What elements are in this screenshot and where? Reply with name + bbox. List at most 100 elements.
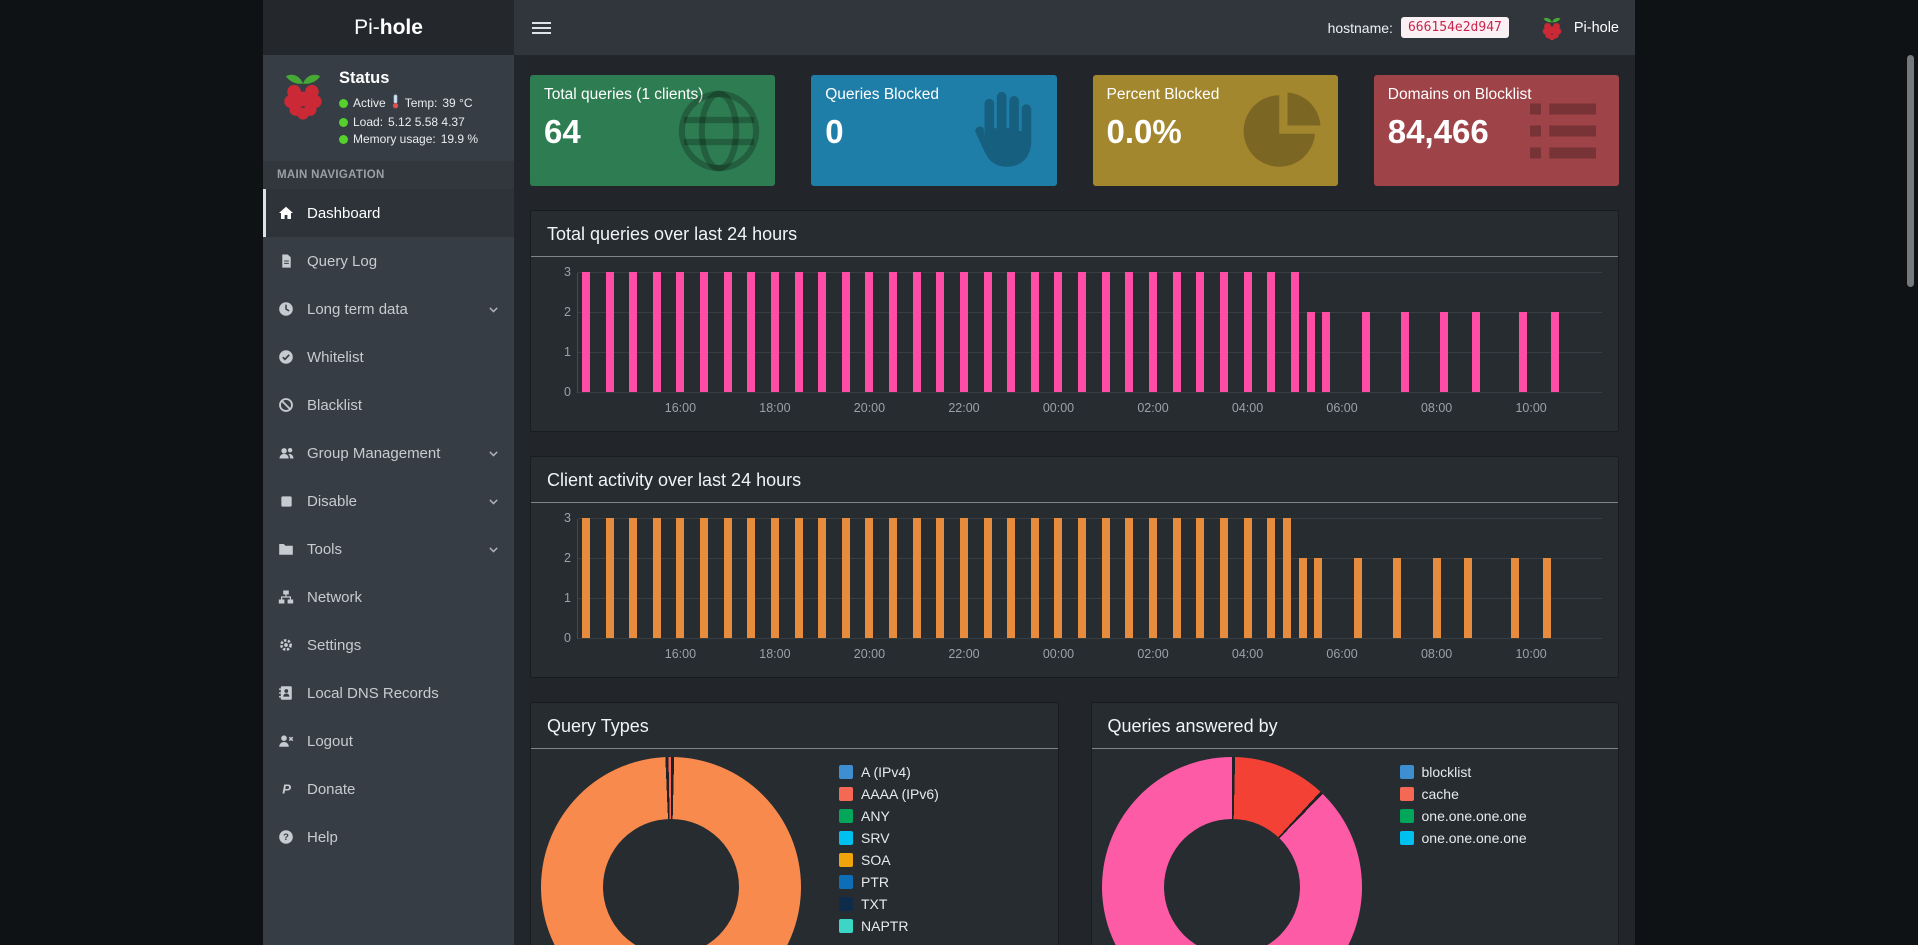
query-types-donut-chart[interactable] <box>541 757 801 945</box>
gridline <box>578 598 1602 600</box>
home-icon <box>277 205 295 221</box>
address-book-icon <box>277 685 295 701</box>
gridline <box>578 312 1602 314</box>
bottom-panels-row: Query Types A (IPv4) AAAA (IPv6) ANY SRV SOA… <box>530 702 1619 945</box>
panel-header: Client activity over last 24 hours <box>531 457 1618 503</box>
card-title: Total queries (1 clients) <box>544 86 704 103</box>
x-axis-tick-label: 22:00 <box>948 647 980 661</box>
chart-bar <box>1267 518 1276 638</box>
sidebar-item-label: Donate <box>307 780 356 798</box>
sidebar-item-blacklist[interactable]: Blacklist <box>263 381 514 429</box>
sidebar-item-label: Settings <box>307 636 362 654</box>
chart-bar <box>1243 272 1252 392</box>
chart-bar <box>1149 272 1157 392</box>
legend-color-chip <box>839 787 853 801</box>
chart-bar <box>581 272 590 392</box>
client-activity-chart[interactable]: 0 1 2 3 16:00 18:00 20:00 22:00 00:00 02:00 04:00… <box>547 511 1602 669</box>
x-axis-tick-label: 10:00 <box>1515 401 1547 415</box>
sidebar-item-donate[interactable]: P Donate <box>263 765 514 813</box>
sidebar-item-label: Query Log <box>307 252 378 270</box>
chart-bar <box>936 272 945 392</box>
temp-value: 39 °C <box>442 96 473 110</box>
legend-item[interactable]: blocklist <box>1399 765 1527 779</box>
sidebar-item-dashboard[interactable]: Dashboard <box>263 189 514 237</box>
summary-card-queries-blocked: Queries Blocked 0 <box>811 75 1057 186</box>
file-icon <box>277 253 295 269</box>
legend-item[interactable]: TXT <box>839 897 939 911</box>
chart-bar <box>1125 518 1134 638</box>
chart-bar <box>676 518 685 638</box>
legend-item[interactable]: SOA <box>839 853 939 867</box>
app-logo[interactable]: Pi-hole <box>263 0 514 55</box>
gridline <box>578 352 1602 354</box>
legend-color-chip <box>839 853 853 867</box>
sidebar-item-whitelist[interactable]: Whitelist <box>263 333 514 381</box>
chart-bar <box>841 272 850 392</box>
legend-item[interactable]: cache <box>1399 787 1527 801</box>
chart-bar <box>1353 558 1362 638</box>
gridline <box>578 558 1602 560</box>
legend-label: PTR <box>861 874 889 890</box>
x-axis-tick-label: 20:00 <box>853 401 886 415</box>
sidebar-item-label: Blacklist <box>307 396 363 414</box>
sidebar-item-disable[interactable]: Disable <box>263 477 514 525</box>
legend-item[interactable]: one.one.one.one <box>1399 831 1527 845</box>
chart-bar <box>1361 312 1370 392</box>
chart-bar <box>1511 558 1520 638</box>
hostname-label: hostname: <box>1327 19 1393 36</box>
sidebar-item-long-term-data[interactable]: Long term data <box>263 285 514 333</box>
legend-item[interactable]: A (IPv4) <box>839 765 939 779</box>
legend-item[interactable]: SRV <box>839 831 939 845</box>
x-axis-tick-label: 10:00 <box>1515 647 1547 661</box>
chart-bar <box>1054 518 1063 638</box>
chart-bar <box>605 272 614 392</box>
legend-label: A (IPv4) <box>861 764 911 780</box>
chart-bar <box>794 518 803 638</box>
legend-item[interactable]: one.one.one.one <box>1399 809 1527 823</box>
legend-item[interactable]: NAPTR <box>839 919 939 933</box>
chart-bar <box>1542 558 1551 638</box>
card-value: 0.0% <box>1106 113 1182 150</box>
legend-color-chip <box>839 831 853 845</box>
card-value: 0 <box>825 113 844 150</box>
summary-card-percent-blocked: Percent Blocked 0.0% <box>1092 75 1338 186</box>
sidebar-item-group-management[interactable]: Group Management <box>263 429 514 477</box>
chart-bar <box>723 518 732 638</box>
chart-bar <box>818 272 827 392</box>
queries-answered-by-panel: Queries answered by blocklist cache one.on… <box>1090 702 1619 945</box>
chart-bar <box>1267 272 1276 392</box>
query-types-panel: Query Types A (IPv4) AAAA (IPv6) ANY SRV SOA… <box>530 702 1059 945</box>
chart-bar <box>652 272 661 392</box>
panel-header: Query Types <box>531 703 1058 749</box>
svg-text:?: ? <box>283 832 289 843</box>
sidebar-item-label: Long term data <box>307 300 408 318</box>
status-dot-icon <box>339 134 348 144</box>
queries-answered-by-donut-chart[interactable] <box>1101 757 1362 945</box>
legend-item[interactable]: AAAA (IPv6) <box>839 787 939 801</box>
chart-bar <box>652 518 661 638</box>
sidebar-item-logout[interactable]: Logout <box>263 717 514 765</box>
chart-bar <box>1282 518 1291 638</box>
chart-bar <box>1440 312 1449 392</box>
panel-title: Query Types <box>547 716 649 736</box>
sidebar-item-help[interactable]: ? Help <box>263 813 514 861</box>
chart-bar <box>959 272 968 392</box>
legend-item[interactable]: ANY <box>839 809 939 823</box>
chart-bar <box>794 272 803 392</box>
sidebar-item-tools[interactable]: Tools <box>263 525 514 573</box>
legend-color-chip <box>1399 787 1414 801</box>
chart-bar <box>1219 272 1228 392</box>
sidebar-item-network[interactable]: Network <box>263 573 514 621</box>
sidebar-item-settings[interactable]: Settings <box>263 621 514 669</box>
status-dot-icon <box>339 117 348 127</box>
sidebar-item-local-dns-records[interactable]: Local DNS Records <box>263 669 514 717</box>
hamburger-icon[interactable] <box>514 0 568 55</box>
chart-bar <box>605 518 614 638</box>
legend-item[interactable]: PTR <box>839 875 939 889</box>
top-navbar: hostname: 666154e2d947 Pi-hole <box>514 0 1635 55</box>
sidebar-item-query-log[interactable]: Query Log <box>263 237 514 285</box>
scrollbar-thumb[interactable] <box>1907 55 1914 287</box>
queries-over-time-chart[interactable]: 0 1 2 3 16:00 18:00 20:00 22:00 00:00 02:00 04:00… <box>547 265 1602 423</box>
users-icon <box>277 445 295 461</box>
sidebar-menu: Dashboard Query Log Long term data Whitelis… <box>263 189 514 861</box>
